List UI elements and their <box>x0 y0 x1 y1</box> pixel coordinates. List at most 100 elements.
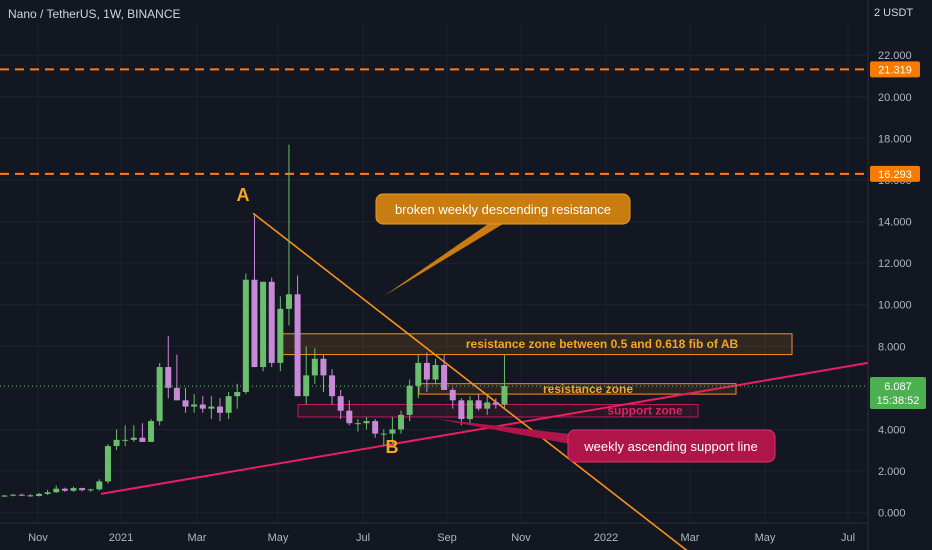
candle-body[interactable] <box>18 494 25 496</box>
x-tick-label: Nov <box>28 532 48 544</box>
candle-body[interactable] <box>225 396 232 413</box>
candle-body[interactable] <box>217 406 223 413</box>
candle-body[interactable] <box>104 446 111 482</box>
y-tick-label: 4.000 <box>878 424 906 436</box>
candle-body[interactable] <box>156 367 163 422</box>
candle-countdown: 15:38:52 <box>877 395 920 407</box>
candle-body[interactable] <box>79 488 86 491</box>
current-price-tag <box>870 377 926 410</box>
x-tick-label: Jul <box>841 532 855 544</box>
candle-body[interactable] <box>113 439 120 447</box>
x-tick-label: May <box>755 532 776 544</box>
callout-support-line-text: weekly ascending support line <box>583 439 757 454</box>
candle-body[interactable] <box>10 494 17 496</box>
callout-support-line[interactable] <box>567 429 776 463</box>
candle-body[interactable] <box>441 364 448 390</box>
candle-body[interactable] <box>61 488 68 491</box>
x-tick-label: Jul <box>356 532 370 544</box>
callout-broken-resistance[interactable] <box>375 193 631 225</box>
callout-pointer <box>384 224 503 296</box>
candle-body[interactable] <box>389 429 396 434</box>
callout-broken-resistance-text: broken weekly descending resistance <box>395 202 611 217</box>
candle-body[interactable] <box>148 421 155 442</box>
candle-body[interactable] <box>242 279 249 393</box>
y-tick-label: 22.000 <box>878 50 912 62</box>
callout-pointer <box>437 419 570 444</box>
candle-body[interactable] <box>165 367 172 388</box>
point-a-label: A <box>237 185 250 205</box>
candle-body[interactable] <box>182 400 189 407</box>
candle-body[interactable] <box>27 495 34 497</box>
candle-body[interactable] <box>423 362 430 380</box>
y-tick-label: 18.000 <box>878 133 912 145</box>
level-price-tag <box>870 165 920 182</box>
candle-body[interactable] <box>70 488 77 491</box>
candle-body[interactable] <box>415 362 422 386</box>
current-price-value: 6.087 <box>884 381 912 393</box>
y-tick-label: 14.000 <box>878 217 912 229</box>
candle-body[interactable] <box>96 481 103 490</box>
candle-body[interactable] <box>354 423 361 425</box>
support-zone-label: support zone <box>607 404 683 418</box>
candle-body[interactable] <box>122 439 129 441</box>
resistance-zone[interactable] <box>418 383 737 395</box>
y-tick-label: 8.000 <box>878 341 906 353</box>
candle-body[interactable] <box>406 385 413 415</box>
candle-body[interactable] <box>398 414 405 430</box>
candle-body[interactable] <box>320 358 327 376</box>
candle-body[interactable] <box>432 364 439 380</box>
candle-body[interactable] <box>363 421 370 424</box>
candle-body[interactable] <box>268 281 275 363</box>
level-price-label: 21.319 <box>878 64 912 76</box>
point-b-label: B <box>386 437 399 457</box>
candle-body[interactable] <box>234 392 241 397</box>
y-tick-label: 2.000 <box>878 466 906 478</box>
candle-body[interactable] <box>311 358 318 376</box>
candle-body[interactable] <box>44 492 51 494</box>
y-tick-label: 20.000 <box>878 92 912 104</box>
x-tick-label: 2022 <box>594 532 618 544</box>
candle-body[interactable] <box>484 402 491 409</box>
candle-body[interactable] <box>53 488 60 493</box>
level-price-tag <box>870 61 920 78</box>
x-tick-label: May <box>268 532 289 544</box>
y-tick-label: 0.000 <box>878 508 906 520</box>
candle-body[interactable] <box>1 495 8 497</box>
candle-body[interactable] <box>303 375 310 397</box>
resistance-zone-label: resistance zone <box>543 382 633 396</box>
candle-body[interactable] <box>199 404 206 409</box>
candle-body[interactable] <box>139 437 146 442</box>
candle-body[interactable] <box>208 406 215 409</box>
candle-body[interactable] <box>173 387 180 401</box>
candle-body[interactable] <box>372 421 379 434</box>
candle-body[interactable] <box>277 308 284 363</box>
candle-body[interactable] <box>285 294 292 309</box>
candle-body[interactable] <box>458 400 465 420</box>
candle-body[interactable] <box>35 493 42 496</box>
y-tick-label: 10.000 <box>878 300 912 312</box>
candle-body[interactable] <box>475 400 482 409</box>
candle-body[interactable] <box>337 396 344 411</box>
chart-title: Nano / TetherUS, 1W, BINANCE <box>8 7 181 21</box>
candle-body[interactable] <box>294 294 301 397</box>
candle-body[interactable] <box>492 402 499 405</box>
ascending-support-line[interactable] <box>100 361 869 495</box>
candle-body[interactable] <box>87 489 94 491</box>
candle-body[interactable] <box>449 389 456 401</box>
candle-body[interactable] <box>346 410 353 424</box>
candle-body[interactable] <box>380 433 387 435</box>
candle-body[interactable] <box>466 400 473 420</box>
level-price-label: 16.293 <box>878 169 912 181</box>
candle-body[interactable] <box>130 437 137 440</box>
fib-resistance-zone-label: resistance zone between 0.5 and 0.618 fi… <box>466 337 739 351</box>
x-tick-label: 2021 <box>109 532 133 544</box>
candle-body[interactable] <box>191 404 198 407</box>
currency-label[interactable]: 2 USDT <box>874 7 914 19</box>
candle-body[interactable] <box>260 281 267 368</box>
x-tick-label: Mar <box>681 532 700 544</box>
descending-resistance-line[interactable] <box>252 212 689 550</box>
candle-body[interactable] <box>501 385 508 405</box>
candle-body[interactable] <box>251 279 258 368</box>
